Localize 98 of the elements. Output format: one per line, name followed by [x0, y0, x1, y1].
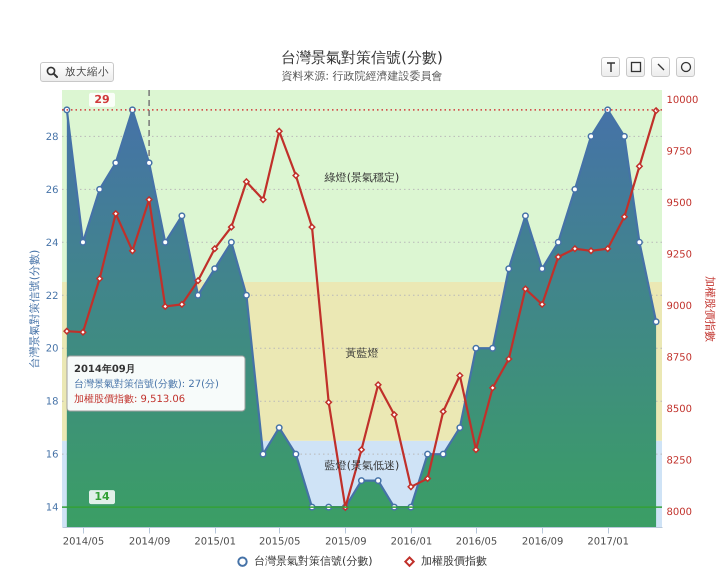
y-tick-label: 22 [46, 290, 58, 302]
point [636, 162, 643, 170]
point [112, 159, 120, 166]
point [390, 411, 398, 418]
point [489, 344, 496, 352]
y-tick-label: 26 [46, 184, 58, 196]
x-tick-label: 2015/05 [258, 536, 300, 548]
x-tick-label: 2016/01 [390, 536, 432, 548]
x-tick-label: 2015/01 [194, 536, 236, 548]
point [440, 450, 447, 458]
point [358, 477, 365, 484]
y2-tick-label: 9500 [666, 198, 692, 209]
point [571, 186, 578, 193]
point [374, 477, 382, 484]
y2-tick-label: 10000 [666, 94, 698, 106]
point [194, 277, 202, 284]
point [128, 247, 136, 254]
point [538, 265, 546, 272]
legend-label: 加權股價指數 [421, 554, 487, 568]
point [489, 384, 496, 392]
point [162, 238, 169, 246]
x-tick-label: 2014/09 [128, 536, 170, 548]
point [522, 285, 529, 292]
point [374, 381, 382, 388]
point [79, 238, 86, 246]
point [588, 247, 595, 254]
x-tick-label: 2014/05 [62, 536, 104, 548]
point [211, 245, 218, 252]
point [178, 212, 186, 220]
y-tick-label: 24 [46, 238, 58, 249]
ref-line-label: 29 [94, 92, 110, 106]
point [456, 372, 464, 379]
point [211, 265, 218, 272]
point [358, 446, 365, 454]
point [146, 159, 153, 166]
point [308, 224, 316, 231]
y2-tick-label: 8750 [666, 352, 692, 364]
band-label: 黃藍燈 [346, 346, 378, 360]
point [636, 238, 643, 246]
y-tick-label: 20 [46, 344, 58, 355]
point [472, 344, 480, 352]
point [194, 292, 202, 299]
legend-label: 台灣景氣對策信號(分數) [254, 554, 373, 568]
point [620, 213, 628, 220]
point [228, 238, 235, 246]
ref-line-label: 14 [94, 490, 110, 504]
point [228, 224, 235, 231]
point [96, 186, 104, 193]
point [162, 302, 169, 310]
y2-tick-label: 8250 [666, 456, 692, 467]
point [652, 318, 660, 326]
y2-tick-label: 9000 [666, 300, 692, 312]
button: 放大縮小 [40, 62, 114, 82]
chart-subtitle: 資料來源: 行政院經濟建設委員會 [281, 69, 443, 82]
point [440, 408, 447, 416]
point [260, 196, 267, 204]
point [292, 450, 300, 458]
point [260, 450, 267, 458]
point [505, 265, 512, 272]
point [456, 424, 464, 432]
point [407, 483, 414, 490]
annotation: 台灣景氣對策信號(分數): 27(分) [74, 378, 219, 390]
y2-tick-label: 8500 [666, 404, 692, 415]
annotation: 2014年09月 [74, 363, 136, 375]
point [63, 328, 70, 335]
band-label: 綠燈(景氣穩定) [324, 171, 400, 184]
y-tick-label: 28 [46, 132, 58, 143]
point [242, 292, 250, 299]
point [276, 424, 283, 432]
y-tick-label: 18 [46, 396, 58, 408]
point [522, 212, 529, 220]
point [325, 398, 332, 406]
y-axis-title: 台灣景氣對策信號(分數) [28, 250, 41, 368]
point [96, 275, 104, 282]
point [79, 328, 86, 336]
point [604, 245, 612, 252]
point [571, 245, 578, 252]
y2-axis-title: 加權股價指數 [703, 276, 716, 342]
x-tick-label: 2016/09 [522, 536, 564, 548]
point [292, 172, 300, 180]
point [242, 178, 250, 186]
point [178, 300, 186, 308]
point [424, 450, 432, 458]
y2-tick-label: 8000 [666, 507, 692, 518]
chart-title: 台灣景氣對策信號(分數) [281, 48, 443, 66]
annotation: 加權股價指數: 9,513.06 [74, 393, 186, 405]
point [424, 475, 432, 482]
x-tick-label: 2017/01 [587, 536, 629, 548]
x-tick-label: 2016/05 [456, 536, 498, 548]
y-tick-label: 16 [46, 450, 58, 461]
x-tick-label: 2015/09 [325, 536, 367, 548]
y2-tick-label: 9250 [666, 249, 692, 260]
point [554, 238, 562, 246]
point [538, 300, 546, 308]
point [505, 356, 512, 362]
y-tick-label: 14 [46, 502, 58, 514]
point [554, 253, 562, 260]
y2-tick-label: 9750 [666, 146, 692, 158]
